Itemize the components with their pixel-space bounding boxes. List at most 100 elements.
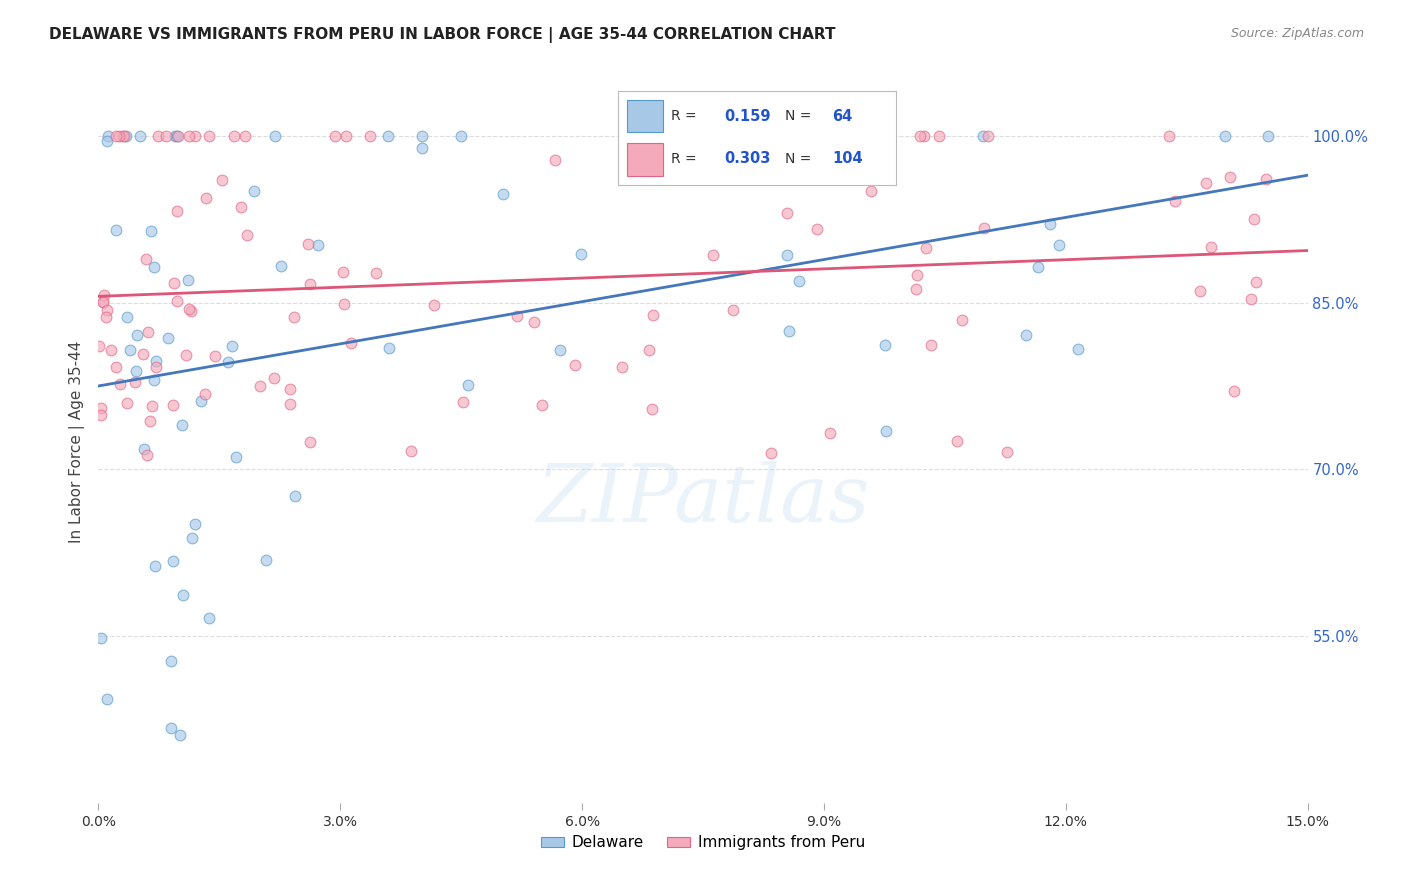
Point [284,489,307,503]
Point [335,128,357,143]
Point [108,377,131,392]
Point [217,355,239,369]
Point [112,128,135,143]
Point [761,446,783,460]
Point [1047,237,1070,252]
Point [104,359,127,374]
Point [111,128,134,143]
Point [411,128,433,143]
Point [806,222,828,236]
Point [523,315,546,329]
Point [204,349,226,363]
Point [702,248,724,262]
Point [96,691,118,706]
Point [225,450,247,464]
Point [946,434,969,449]
Point [90,631,112,645]
Point [366,266,388,280]
Point [180,303,202,318]
Point [90,409,112,423]
Point [875,425,897,439]
Point [160,721,183,735]
Point [401,443,423,458]
Point [450,128,472,143]
Point [1067,342,1090,356]
Point [184,128,207,143]
Text: Source: ZipAtlas.com: Source: ZipAtlas.com [1230,27,1364,40]
Point [142,260,165,274]
Point [221,339,243,353]
Point [143,373,166,387]
Point [775,206,797,220]
Legend: Delaware, Immigrants from Peru: Delaware, Immigrants from Peru [536,830,870,856]
Point [977,128,1000,143]
Point [254,553,277,567]
Point [115,395,138,409]
Point [278,397,301,411]
Point [378,342,401,356]
Point [860,184,883,198]
Point [190,393,212,408]
Point [96,303,118,318]
Point [160,654,183,668]
Point [222,128,245,143]
Point [323,128,346,143]
Point [141,399,163,413]
Point [787,274,810,288]
Point [177,273,200,287]
Point [162,398,184,412]
Point [211,173,233,187]
Point [263,371,285,385]
Point [278,382,301,396]
Point [181,531,204,545]
Point [166,204,188,219]
Point [167,128,190,143]
Point [820,426,842,441]
Point [973,220,995,235]
Point [163,276,186,290]
Point [359,128,381,143]
Point [1213,128,1236,143]
Point [1188,284,1211,298]
Point [1026,260,1049,274]
Point [157,331,180,345]
Point [377,128,399,143]
Point [172,418,194,433]
Point [506,309,529,323]
Point [638,343,661,357]
Point [127,327,149,342]
Point [132,442,155,456]
Point [457,378,479,392]
Point [793,128,815,143]
Point [920,338,942,352]
Point [340,336,363,351]
Point [93,294,115,309]
Point [169,729,191,743]
Point [612,360,634,375]
Point [1244,276,1267,290]
Point [548,343,571,358]
Point [198,128,221,143]
Point [995,445,1018,459]
Point [97,128,120,143]
Point [163,128,186,143]
Point [124,375,146,389]
Point [778,324,800,338]
Point [564,358,586,372]
Point [139,414,162,428]
Point [194,191,217,205]
Point [125,364,148,378]
Point [233,128,256,143]
Point [332,264,354,278]
Point [134,252,156,267]
Point [146,128,169,143]
Point [928,128,950,143]
Point [950,313,973,327]
Point [721,302,744,317]
Point [105,128,128,143]
Point [94,310,117,324]
Point [166,293,188,308]
Point [155,128,177,143]
Point [333,297,356,311]
Point [87,339,110,353]
